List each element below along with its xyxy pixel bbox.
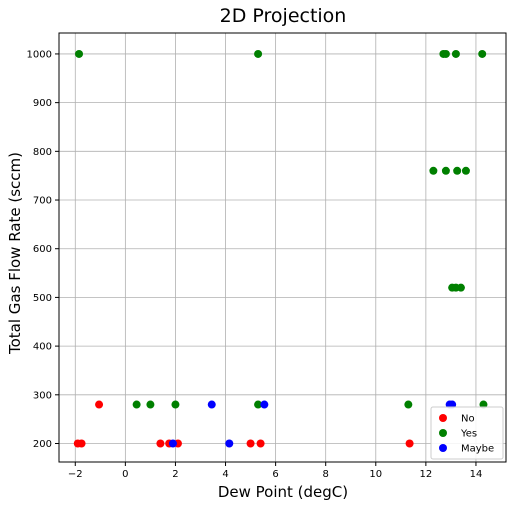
y-axis-label: Total Gas Flow Rate (sccm) — [6, 152, 24, 355]
data-point-no — [78, 439, 86, 447]
data-point-no — [156, 439, 164, 447]
legend-marker — [439, 444, 447, 452]
x-tick-label: 8 — [323, 469, 329, 480]
y-tick-label: 1000 — [27, 49, 52, 60]
y-tick-label: 800 — [33, 147, 52, 158]
data-point-yes — [133, 401, 141, 409]
legend-marker — [439, 414, 447, 422]
y-tick-label: 400 — [33, 342, 52, 353]
data-point-yes — [453, 167, 461, 175]
x-tick-label: 12 — [419, 469, 432, 480]
data-point-no — [247, 439, 255, 447]
data-point-maybe — [225, 439, 233, 447]
data-point-yes — [171, 401, 179, 409]
y-tick-label: 600 — [33, 244, 52, 255]
data-point-maybe — [260, 401, 268, 409]
data-point-no — [257, 439, 265, 447]
data-point-yes — [442, 167, 450, 175]
legend-marker — [439, 429, 447, 437]
legend-label: Maybe — [461, 444, 494, 455]
data-point-yes — [457, 284, 465, 292]
x-tick-label: 0 — [122, 469, 128, 480]
data-point-yes — [452, 50, 460, 58]
data-point-yes — [478, 50, 486, 58]
data-point-yes — [75, 50, 83, 58]
x-tick-label: 6 — [272, 469, 278, 480]
x-axis-label: Dew Point (degC) — [218, 483, 348, 501]
data-point-maybe — [208, 401, 216, 409]
x-tick-label: −2 — [68, 469, 83, 480]
legend: No Yes Maybe — [431, 407, 503, 459]
y-tick-label: 300 — [33, 390, 52, 401]
data-point-no — [406, 439, 414, 447]
data-point-yes — [429, 167, 437, 175]
data-point-yes — [404, 401, 412, 409]
y-tick-label: 700 — [33, 196, 52, 207]
legend-label: No — [461, 414, 475, 425]
y-tick-label: 900 — [33, 98, 52, 109]
y-tick-label: 500 — [33, 293, 52, 304]
x-tick-label: 4 — [222, 469, 228, 480]
x-tick-label: 14 — [470, 469, 483, 480]
y-tick-label: 200 — [33, 439, 52, 450]
data-point-yes — [254, 50, 262, 58]
x-tick-label: 2 — [172, 469, 178, 480]
data-point-maybe — [169, 439, 177, 447]
chart-title: 2D Projection — [220, 5, 347, 27]
data-point-yes — [462, 167, 470, 175]
data-point-no — [95, 401, 103, 409]
data-point-yes — [146, 401, 154, 409]
data-point-yes — [442, 50, 450, 58]
x-tick-label: 10 — [369, 469, 382, 480]
legend-label: Yes — [460, 429, 477, 440]
